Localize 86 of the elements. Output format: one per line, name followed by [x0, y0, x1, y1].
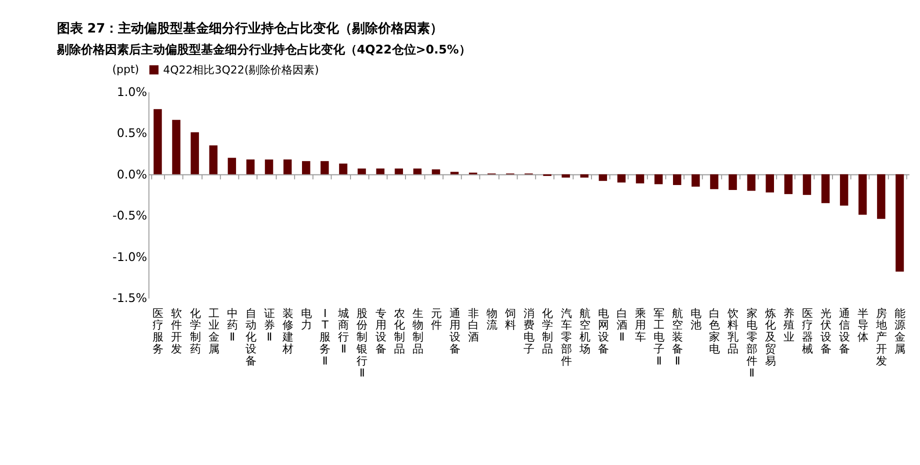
- x-tick-label: 化学制药: [190, 306, 201, 356]
- y-axis-title: (ppt): [112, 63, 140, 76]
- bar: [283, 159, 292, 174]
- x-tick-label: 能源金属: [894, 306, 906, 356]
- y-tick-label: 1.0%: [116, 84, 148, 99]
- x-tick-label: 消费电子: [524, 306, 535, 356]
- x-tick-label: IT服务Ⅱ: [320, 306, 331, 368]
- bar: [654, 174, 663, 184]
- x-tick-label: 电力: [301, 306, 312, 332]
- x-tick-label: 房地产开发: [875, 306, 888, 368]
- x-tick-label: 乘用车: [634, 306, 646, 344]
- x-tick-label: 医疗服务: [152, 306, 164, 356]
- x-tick-label: 生物制品: [412, 306, 424, 356]
- bar: [692, 174, 700, 187]
- x-tick-label: 中药Ⅱ: [226, 306, 238, 344]
- x-tick-label: 元件: [430, 306, 442, 332]
- x-tick-label: 证券Ⅱ: [264, 306, 275, 344]
- x-tick-label: 电池: [690, 306, 702, 332]
- bar: [710, 174, 718, 190]
- bar: [376, 168, 384, 174]
- x-tick-label: 软件开发: [171, 306, 182, 356]
- x-tick-label: 工业金属: [208, 306, 220, 356]
- bar: [154, 109, 162, 174]
- x-tick-label: 专用设备: [375, 306, 386, 356]
- y-tick-label: -0.5%: [112, 208, 148, 223]
- y-tick-label: 0.0%: [116, 167, 148, 182]
- x-tick-label: 航空机场: [578, 306, 590, 356]
- bar: [432, 169, 440, 174]
- bar: [394, 168, 403, 174]
- bar: [821, 174, 830, 204]
- x-tick-label: 电网设备: [598, 306, 609, 356]
- x-tick-label: 光伏设备: [820, 306, 832, 356]
- x-tick-label: 装修建材: [282, 306, 294, 356]
- x-tick-label: 白酒Ⅱ: [616, 306, 628, 344]
- bar: [228, 158, 236, 174]
- bar: [802, 174, 812, 195]
- x-tick-label: 医疗器械: [802, 306, 813, 356]
- bar: [190, 132, 199, 174]
- bar: [450, 172, 459, 174]
- x-tick-label: 通用设备: [449, 306, 460, 356]
- bar: [320, 161, 329, 174]
- x-tick-label: 自动化设备: [245, 306, 256, 368]
- x-tick-label: 化学制品: [542, 306, 554, 356]
- x-tick-label: 半导体: [858, 306, 869, 344]
- bar: [617, 174, 626, 183]
- bar: [896, 174, 904, 272]
- bar: [673, 174, 682, 186]
- x-tick-label: 饮料乳品: [726, 306, 739, 356]
- bar: [172, 120, 180, 174]
- bar: [562, 174, 570, 178]
- bar: [358, 168, 366, 174]
- bar: [766, 174, 774, 192]
- bar: [747, 174, 756, 191]
- bar: [302, 161, 310, 174]
- x-tick-label: 航空装备Ⅱ: [672, 306, 684, 368]
- chart-subtitle: 剔除价格因素后主动偏股型基金细分行业持仓占比变化（4Q22仓位>0.5%）: [56, 42, 471, 56]
- bar: [598, 174, 608, 181]
- chart-title: 图表 27：主动偏股型基金细分行业持仓占比变化（剔除价格因素）: [56, 20, 444, 36]
- bar: [858, 174, 867, 215]
- x-tick-label: 股份制银行Ⅱ: [356, 306, 368, 380]
- x-tick-label: 养殖业: [783, 306, 794, 344]
- y-tick-label: 0.5%: [116, 126, 148, 140]
- x-tick-label: 饲料: [504, 306, 516, 332]
- x-tick-label: 家电零部件Ⅱ: [746, 306, 758, 380]
- bar: [636, 174, 644, 184]
- x-tick-label: 城商行Ⅱ: [337, 306, 350, 356]
- y-tick-label: -1.0%: [112, 250, 148, 264]
- bar: [209, 145, 218, 174]
- bar: [840, 174, 848, 206]
- x-tick-label: 炼化及贸易: [764, 306, 776, 368]
- bar: [339, 164, 348, 174]
- x-tick-label: 汽车零部件: [560, 306, 572, 368]
- bar: [413, 168, 422, 174]
- y-tick-label: -1.5%: [112, 291, 148, 306]
- bar: [264, 159, 274, 174]
- x-tick-label: 通信设备: [839, 306, 850, 356]
- bar: [877, 174, 886, 219]
- legend-label: 4Q22相比3Q22(剔除价格因素): [163, 64, 319, 77]
- x-tick-label: 白色家电: [709, 306, 720, 356]
- x-tick-label: 军工电子Ⅱ: [654, 306, 665, 368]
- bar: [728, 174, 737, 190]
- x-tick-label: 物流: [486, 306, 498, 332]
- x-tick-label: 非白酒: [468, 306, 480, 344]
- x-tick-label: 农化制品: [394, 306, 405, 356]
- bar: [246, 159, 255, 174]
- bar: [784, 174, 793, 194]
